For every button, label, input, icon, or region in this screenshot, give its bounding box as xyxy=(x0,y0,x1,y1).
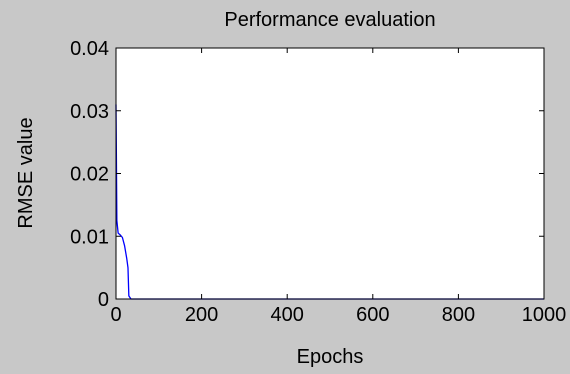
y-tick-label: 0.03 xyxy=(70,101,109,123)
x-tick-label: 400 xyxy=(271,304,304,326)
y-tick-label: 0.01 xyxy=(70,226,109,248)
x-tick-label: 1000 xyxy=(522,304,567,326)
x-tick-label: 0 xyxy=(110,304,121,326)
x-tick-label: 600 xyxy=(356,304,389,326)
x-tick-label: 800 xyxy=(442,304,475,326)
chart-title: Performance evaluation xyxy=(224,9,435,31)
axes-background xyxy=(116,48,544,299)
y-tick-label: 0 xyxy=(98,289,109,311)
x-axis-label: Epochs xyxy=(297,346,364,368)
ticks-layer: 0 200 400 600 800 1000 0 0.01 0.02 0.03 0.04 xyxy=(70,38,566,326)
y-axis-label: RMSE value xyxy=(15,117,37,228)
x-tick-label: 200 xyxy=(185,304,218,326)
y-tick-label: 0.02 xyxy=(70,164,109,186)
y-tick-label: 0.04 xyxy=(70,38,109,60)
